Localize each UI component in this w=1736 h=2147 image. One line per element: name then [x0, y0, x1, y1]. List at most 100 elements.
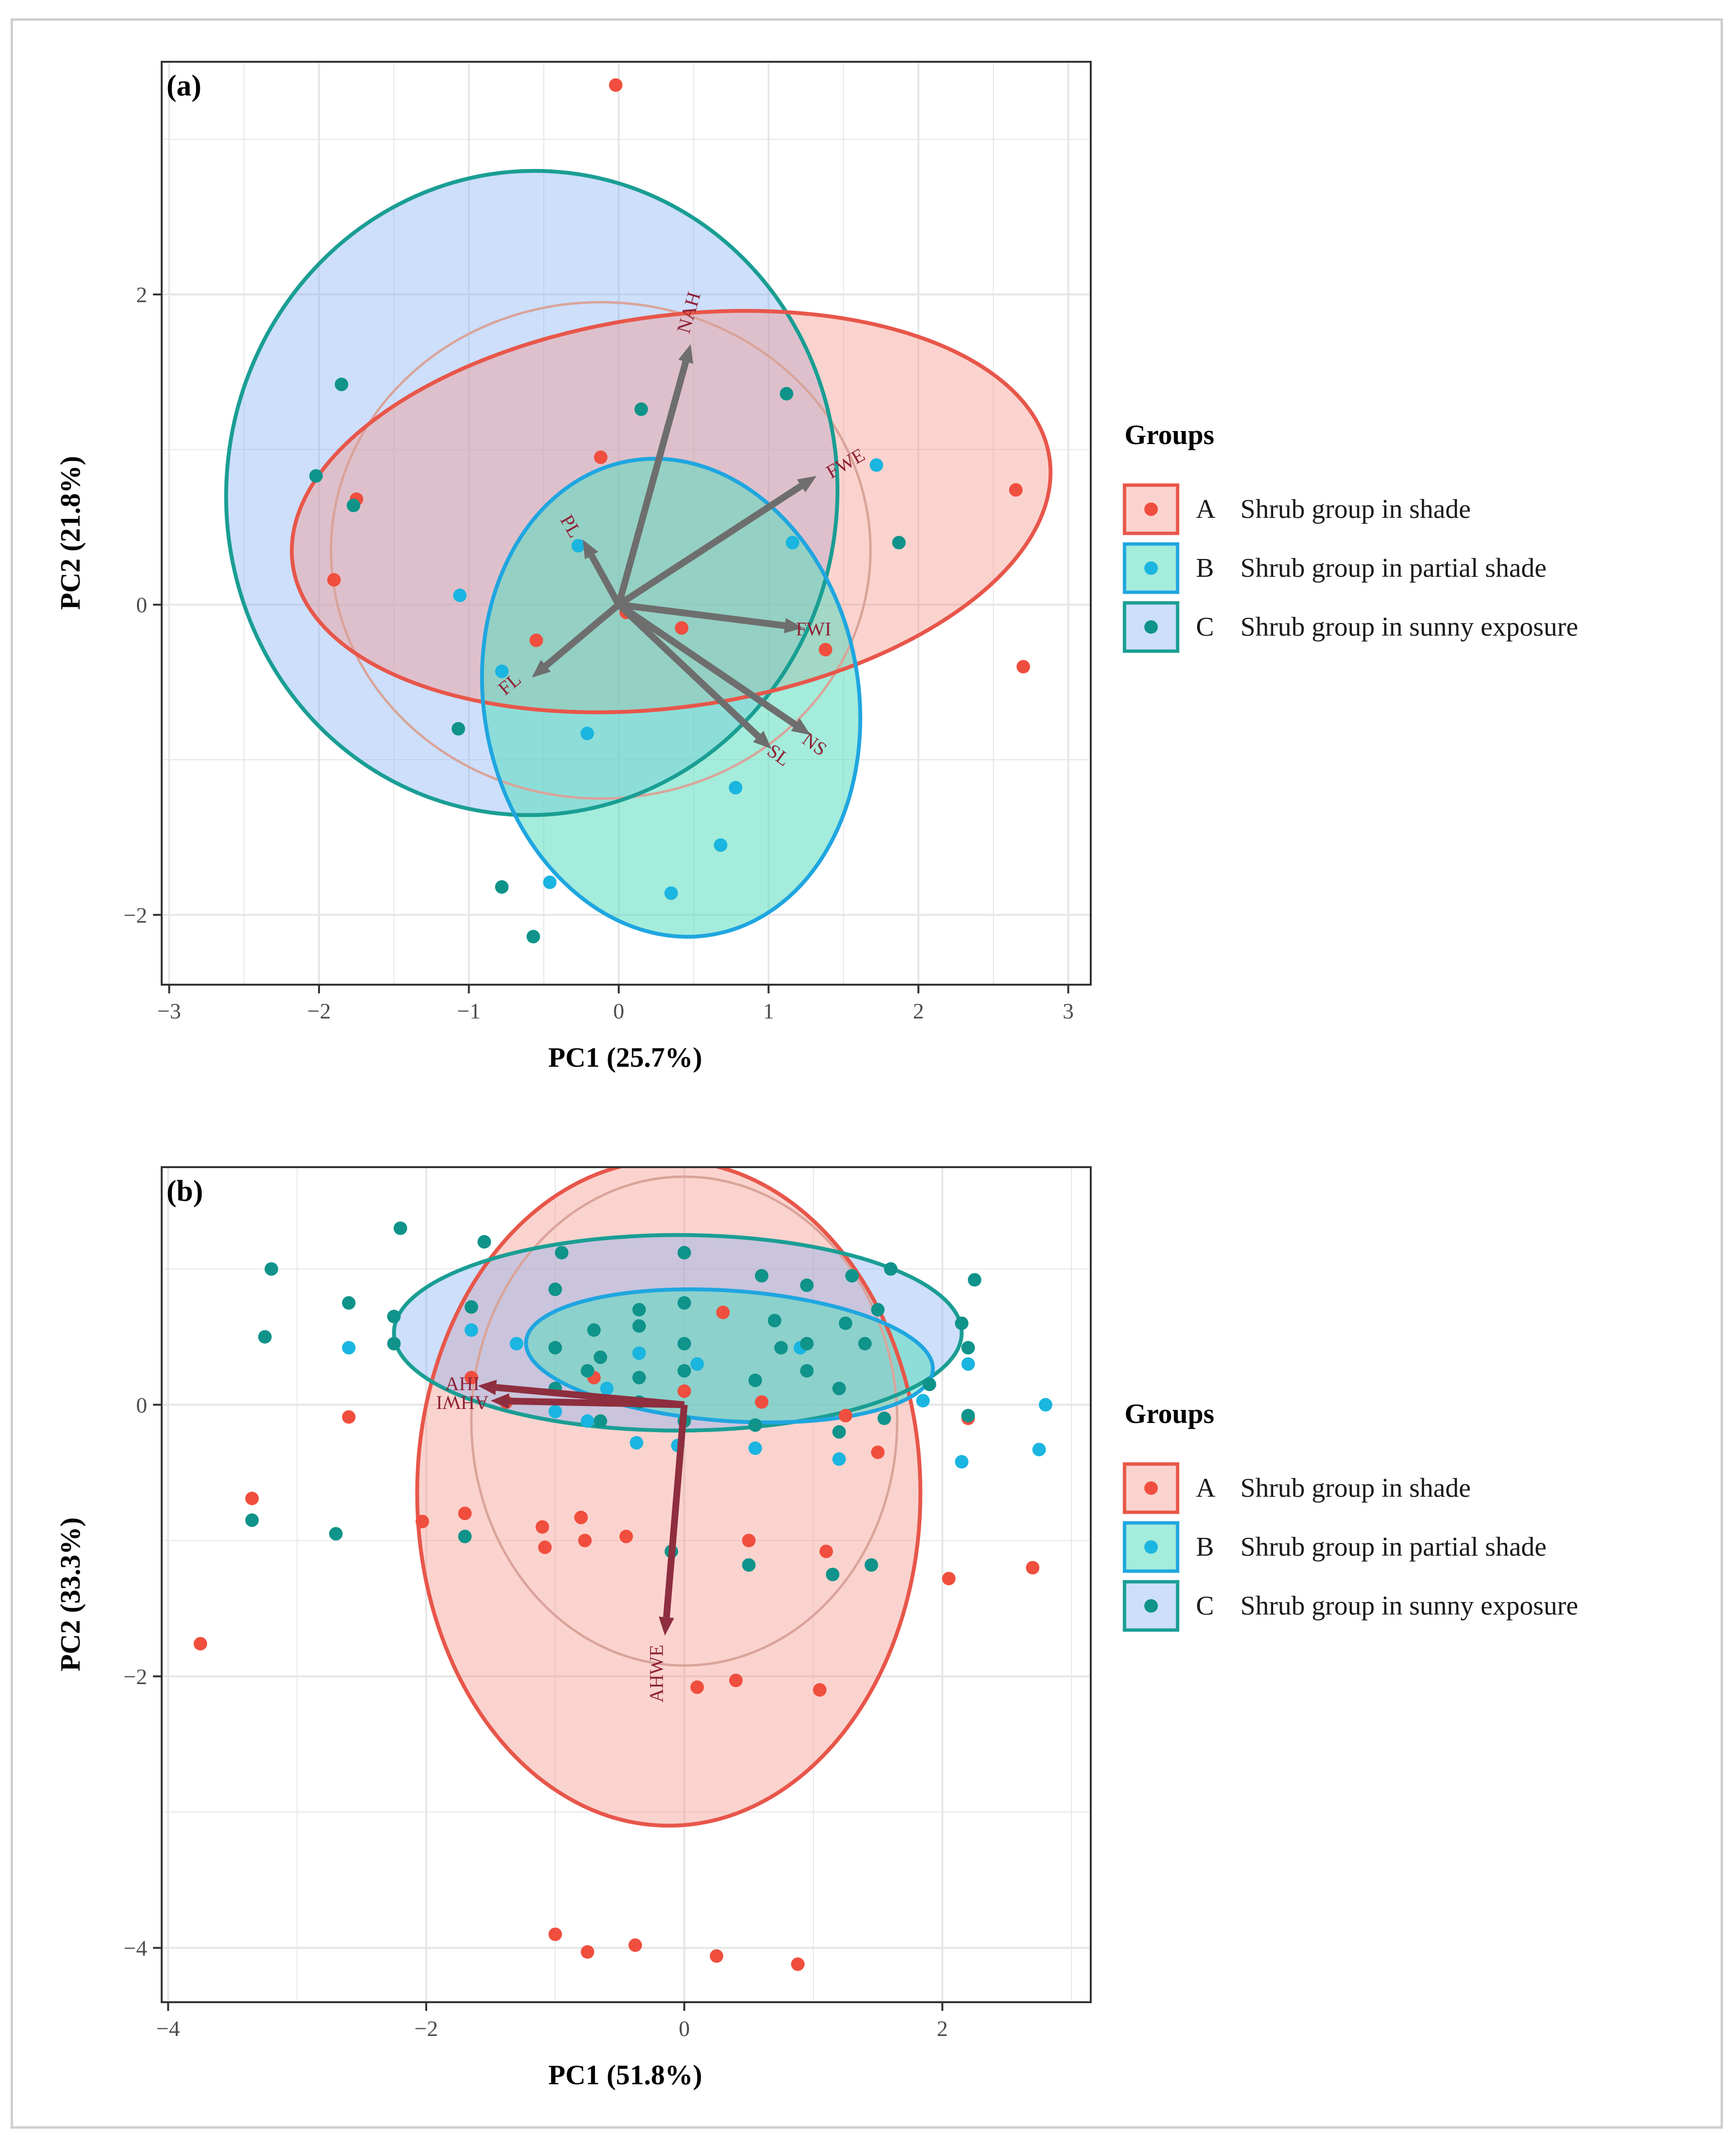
point-A — [871, 1445, 885, 1459]
x-tick-label: −2 — [415, 2016, 438, 2041]
point-A — [677, 1384, 691, 1398]
point-B — [629, 1436, 643, 1450]
panel-label: (b) — [167, 1175, 203, 1208]
point-C — [864, 1558, 878, 1572]
point-C — [892, 536, 906, 550]
point-C — [826, 1567, 840, 1581]
loading-label-ahwi: AHWI — [436, 1392, 489, 1414]
legend-point-A — [1144, 1481, 1158, 1495]
point-A — [194, 1637, 208, 1651]
point-B — [690, 1357, 704, 1371]
point-B — [495, 664, 509, 678]
loading-arrow-ahwe — [663, 1404, 688, 1618]
point-A — [594, 450, 608, 464]
x-axis-title: PC1 (25.7%) — [548, 1042, 702, 1073]
loading-arrowhead-ahwe — [658, 1617, 674, 1636]
point-C — [387, 1310, 401, 1324]
point-C — [800, 1364, 814, 1378]
point-A — [574, 1510, 588, 1524]
loading-arrow-nah — [615, 361, 689, 606]
x-tick-label: −4 — [156, 2016, 180, 2041]
point-C — [581, 1364, 595, 1378]
legend-key-letter: B — [1196, 1532, 1214, 1562]
point-C — [800, 1278, 814, 1292]
point-C — [845, 1269, 859, 1283]
x-tick-label: 0 — [679, 2016, 690, 2041]
point-A — [839, 1408, 853, 1422]
reference-circle — [330, 301, 872, 800]
point-B — [453, 588, 467, 602]
point-C — [495, 880, 509, 894]
loading-arrowhead-sl — [753, 730, 772, 749]
y-tick-label: 0 — [136, 1393, 147, 1417]
point-B — [786, 536, 800, 550]
x-tick-label: 2 — [937, 2016, 948, 2041]
point-B — [632, 1346, 646, 1360]
loading-arrowhead-ahwi — [490, 1393, 510, 1409]
y-tick-label: 2 — [136, 282, 147, 307]
point-C — [955, 1316, 969, 1330]
x-tick-label: 2 — [913, 999, 924, 1023]
point-C — [464, 1300, 478, 1314]
loading-arrow-fwe — [617, 483, 803, 608]
loading-arrow-fwi — [618, 601, 786, 629]
loading-arrowhead-pl — [583, 539, 598, 559]
point-C — [677, 1364, 691, 1378]
point-C — [677, 1296, 691, 1310]
point-C — [774, 1341, 788, 1355]
legend-label: Shrub group in sunny exposure — [1240, 1591, 1578, 1621]
point-B — [955, 1455, 969, 1469]
point-A — [813, 1683, 827, 1697]
point-C — [800, 1337, 814, 1351]
point-A — [819, 1545, 833, 1559]
panel-label: (a) — [167, 70, 201, 102]
figure-frame — [11, 18, 1723, 2129]
loading-arrow-ahwi — [509, 1397, 684, 1408]
y-axis-title: PC2 (21.8%) — [55, 456, 86, 610]
x-axis-title: PC1 (51.8%) — [548, 2059, 702, 2091]
point-C — [968, 1273, 982, 1287]
plot-border — [161, 1166, 1092, 2003]
point-C — [548, 1341, 562, 1355]
legend-key-letter: A — [1196, 494, 1216, 524]
legend-label: Shrub group in shade — [1240, 494, 1471, 524]
legend-point-B — [1144, 1540, 1158, 1554]
point-C — [258, 1330, 272, 1344]
point-B — [714, 838, 728, 852]
point-C — [458, 1530, 472, 1544]
y-tick-label: −4 — [124, 1936, 147, 1960]
point-A — [729, 1673, 743, 1687]
ellipse-outline-B — [480, 457, 862, 939]
loading-label-ahwe: AHWE — [646, 1645, 667, 1702]
ellipse-fill-B — [526, 1289, 933, 1422]
point-A — [416, 1515, 430, 1529]
point-C — [632, 1303, 646, 1317]
point-C — [347, 499, 361, 513]
point-C — [832, 1425, 846, 1439]
point-A — [578, 1534, 592, 1548]
loading-arrow-fl — [543, 602, 621, 669]
point-C — [767, 1313, 781, 1327]
legend-title: Groups — [1125, 419, 1214, 450]
point-C — [961, 1341, 975, 1355]
point-B — [581, 1414, 595, 1428]
point-A — [609, 78, 623, 92]
plot-border — [161, 61, 1092, 986]
point-C — [961, 1408, 975, 1422]
point-C — [264, 1262, 278, 1276]
point-C — [632, 1371, 646, 1385]
ellipse-outline-A — [415, 1167, 922, 1828]
point-B — [748, 1441, 762, 1455]
point-C — [245, 1513, 259, 1527]
point-A — [529, 633, 543, 647]
point-C — [677, 1337, 691, 1351]
point-A — [458, 1506, 472, 1520]
point-C — [594, 1350, 608, 1364]
reference-circle — [470, 1175, 899, 1667]
point-A — [716, 1305, 730, 1319]
loading-arrow-sl — [616, 602, 761, 739]
point-A — [535, 1520, 549, 1534]
point-A — [619, 1530, 633, 1544]
point-B — [832, 1452, 846, 1466]
